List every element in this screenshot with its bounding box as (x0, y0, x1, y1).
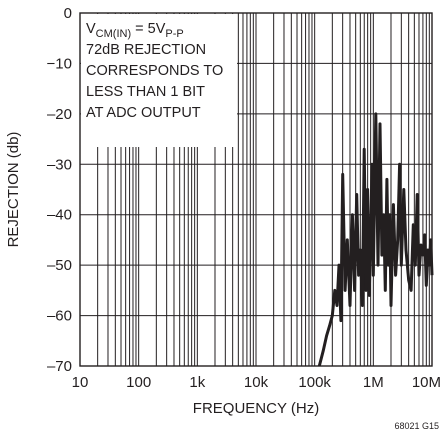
x-tick-label: 100 (126, 374, 151, 391)
x-tick-label: 10 (72, 374, 89, 391)
plot-series (317, 112, 434, 367)
x-axis-label: FREQUENCY (Hz) (193, 400, 319, 417)
y-tick-label: –30 (47, 156, 72, 173)
annotation-line-vcm: VCM(IN) = 5VP-P (86, 21, 184, 40)
y-tick-label: –60 (47, 308, 72, 325)
annotation-lines: 72dB REJECTION CORRESPONDS TO LESS THAN 1 … (86, 42, 223, 121)
y-tick-label: 0 (64, 5, 72, 22)
x-tick-label: 10M (412, 374, 441, 391)
plot-frame (79, 12, 433, 367)
x-tick-label: 1M (363, 374, 384, 391)
y-tick-labels: 0 −10 –20 –30 –40 –50 –60 –70 (47, 5, 72, 375)
annotation-line: AT ADC OUTPUT (86, 105, 201, 121)
y-tick-label: –20 (47, 106, 72, 123)
series-line (317, 112, 434, 367)
annotation-background (81, 14, 237, 147)
y-tick-label: –70 (47, 358, 72, 375)
annotation-line: 72dB REJECTION (86, 42, 206, 58)
x-tick-labels: 10 100 1k 10k 100k 1M 10M (72, 374, 441, 391)
y-tick-label: −10 (47, 55, 72, 72)
y-tick-label: –50 (47, 257, 72, 274)
y-axis-label: REJECTION (db) (5, 132, 22, 248)
x-tick-label: 1k (189, 374, 205, 391)
y-tick-label: –40 (47, 207, 72, 224)
figure-code: 68021 G15 (394, 421, 439, 431)
annotation-line: CORRESPONDS TO (86, 63, 223, 79)
annotation-line: LESS THAN 1 BIT (86, 84, 205, 100)
x-tick-label: 10k (244, 374, 269, 391)
x-tick-label: 100k (298, 374, 331, 391)
